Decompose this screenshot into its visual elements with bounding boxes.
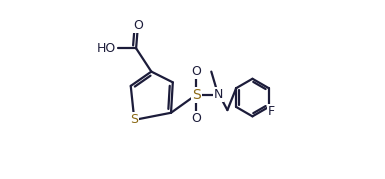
Text: O: O bbox=[191, 65, 201, 78]
Text: N: N bbox=[214, 88, 223, 101]
Text: HO: HO bbox=[96, 42, 116, 55]
Text: S: S bbox=[192, 88, 201, 102]
Text: S: S bbox=[131, 113, 138, 126]
Text: O: O bbox=[191, 112, 201, 125]
Text: O: O bbox=[133, 20, 143, 32]
Text: F: F bbox=[268, 105, 275, 118]
